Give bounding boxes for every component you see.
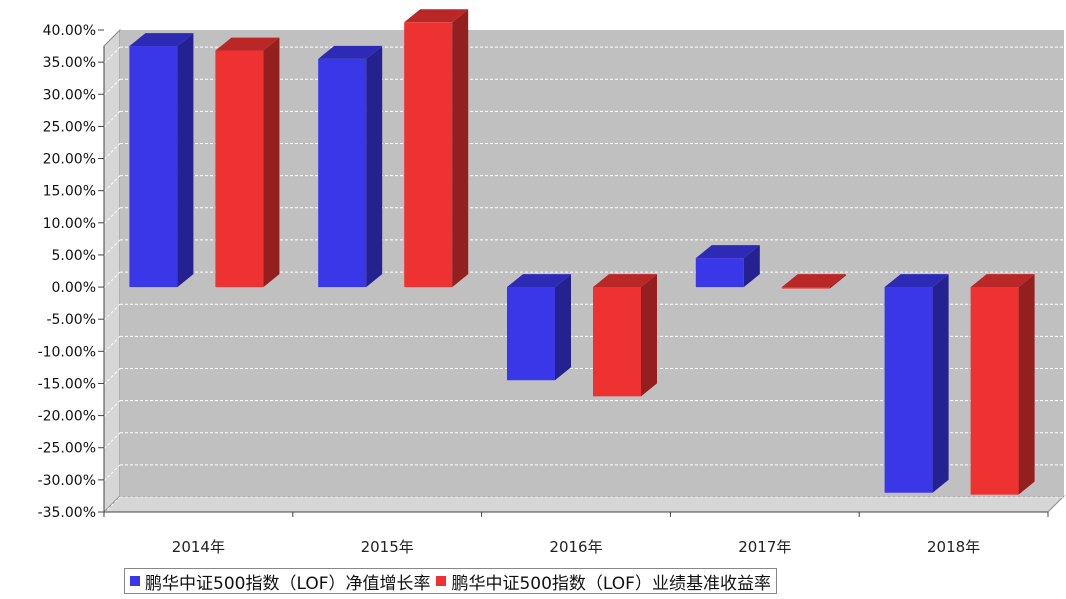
bar-2014-series-2-top [215,37,280,51]
gridline-side [103,368,121,385]
gridline-side [103,14,121,32]
y-tick-label: -10.00% [38,344,96,360]
gridline-side [103,271,121,289]
gridline-side [103,335,121,353]
bar-2018-series-2-side [1018,274,1035,495]
gridline-side [103,207,121,225]
bar-2015-series-2-side [452,9,469,288]
bar-2017-series-2-top [781,274,846,288]
bar-2015-series-2-top [404,9,469,23]
plot-floor [102,495,1066,513]
gridline-side [103,432,121,450]
gridline-side [103,143,121,160]
bar-2018-series-2-top [970,274,1035,288]
bar-2017-series-1-top [695,245,760,259]
gridline-side [103,46,121,64]
bar-2014-series-2 [215,50,264,288]
y-tick-label: 0.00% [52,280,96,296]
y-tick-label: 30.00% [43,87,96,103]
gridline-side [103,175,121,193]
bar-2018-series-2 [970,287,1019,495]
bar-2015-series-2 [404,22,453,288]
y-tick-label: -20.00% [38,409,96,425]
bar-2016-series-2-side [641,274,657,397]
bar-2018-series-1 [884,287,933,493]
gridline-side [103,464,121,482]
bar-2017-series-1-side [743,245,760,288]
bar-2014-series-1 [129,46,178,288]
bar-2014-series-2-side [263,37,280,288]
y-tick-label: -30.00% [38,473,96,489]
bar-2016-series-1 [507,287,555,381]
y-tick-label: 35.00% [43,55,96,71]
plot-left-wall [103,28,121,514]
bar-2014-series-1-side [177,33,194,288]
gridline-side [103,400,121,417]
bar-2014-series-1-top [129,33,194,47]
y-tick-label: 40.00% [43,23,96,39]
y-tick-label: -15.00% [38,376,96,392]
y-tick-label: 5.00% [52,248,96,264]
x-tick-label: 2018年 [927,538,980,556]
legend-label-series-2: 鹏华中证500指数（LOF）业绩基准收益率 [451,573,771,594]
bar-2017-series-2 [781,287,830,289]
legend: 鹏华中证500指数（LOF）净值增长率 鹏华中证500指数（LOF）业绩基准收益… [124,568,777,594]
bar-2015-series-1-side [366,45,383,288]
bar-2017-series-1 [695,258,744,288]
y-tick-label: 25.00% [43,119,96,135]
legend-swatch-series-1 [130,576,140,586]
x-tick-label: 2014年 [172,538,225,556]
x-tick-label: 2017年 [738,538,791,556]
bar-2018-series-1-side [932,274,949,493]
gridline-side [103,496,121,514]
legend-swatch-series-2 [436,576,447,586]
bar-2016-series-2 [593,287,641,397]
x-tick-label: 2016年 [549,538,602,556]
gridline-side [103,303,121,321]
bar-2016-series-1-side [555,274,571,381]
y-tick-label: 10.00% [43,216,96,232]
y-tick-label: -5.00% [46,312,96,328]
y-tick-label: 15.00% [43,184,96,200]
bar-2015-series-1 [318,58,367,288]
gridline-side [103,78,121,96]
legend-label-series-1: 鹏华中证500指数（LOF）净值增长率 [145,573,431,594]
legend-item-series-2: 鹏华中证500指数（LOF）业绩基准收益率 [436,569,771,594]
gridline-side [103,111,121,128]
bar-2018-series-1-top [884,274,949,288]
y-tick-label: -35.00% [38,505,96,521]
y-tick-label: 20.00% [43,152,96,168]
gridline-side [103,239,121,257]
bar-2017-series-2-side [829,274,846,289]
legend-item-series-1: 鹏华中证500指数（LOF）净值增长率 [130,569,430,594]
bar-2015-series-1-top [318,45,383,59]
x-tick-label: 2015年 [361,538,414,556]
y-tick-label: -25.00% [38,441,96,457]
bar-2016-series-2-top [593,274,657,288]
bar-2016-series-1-top [507,274,571,288]
